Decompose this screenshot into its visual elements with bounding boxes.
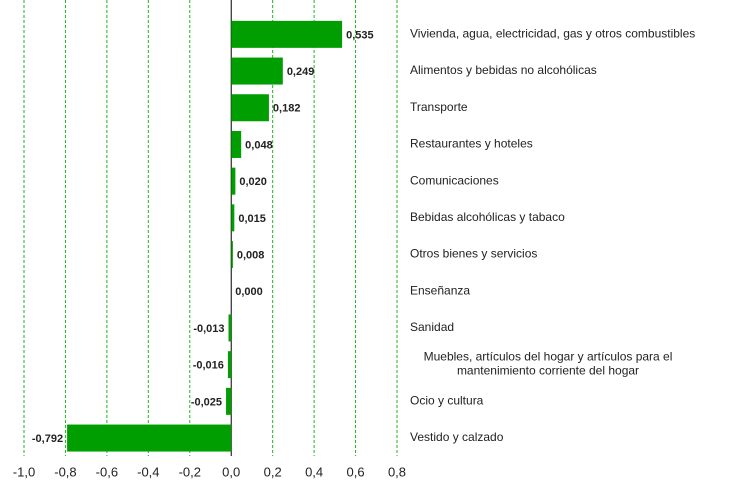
bar — [231, 57, 283, 85]
bar — [228, 314, 232, 342]
value-label: 0,182 — [273, 103, 301, 115]
category-label: Comunicaciones — [410, 173, 499, 187]
bar — [231, 20, 343, 48]
value-label: -0,025 — [191, 396, 222, 408]
bar — [231, 241, 233, 269]
category-label: Otros bienes y servicios — [410, 247, 537, 261]
value-label: -0,016 — [193, 360, 224, 372]
x-tick-label: -0,2 — [179, 464, 201, 479]
value-label: 0,249 — [287, 66, 315, 78]
x-tick-label: 0,6 — [347, 464, 365, 479]
category-label: Muebles, artículos del hogar y artículos… — [424, 350, 673, 378]
bar — [227, 351, 232, 379]
x-tick-label: -0,4 — [137, 464, 159, 479]
category-label: Enseñanza — [410, 283, 470, 297]
x-tick-label: 0,0 — [222, 464, 240, 479]
category-label: Transporte — [410, 100, 468, 114]
category-label: Vestido y calzado — [410, 430, 504, 444]
bar — [231, 94, 269, 122]
value-label: 0,000 — [235, 286, 263, 298]
value-label: 0,535 — [346, 29, 374, 41]
bar — [67, 424, 232, 452]
value-label: 0,015 — [238, 213, 266, 225]
bar — [231, 167, 236, 195]
bar — [226, 387, 232, 415]
value-label: 0,020 — [239, 176, 267, 188]
bar — [231, 130, 242, 158]
x-tick-label: 0,8 — [388, 464, 406, 479]
value-label: 0,008 — [237, 249, 265, 261]
x-tick-label: 0,2 — [264, 464, 282, 479]
category-label: Sanidad — [410, 320, 454, 334]
bar — [231, 204, 235, 232]
x-tick-label: -0,6 — [96, 464, 118, 479]
category-label: Alimentos y bebidas no alcohólicas — [410, 63, 597, 77]
category-label: Vivienda, agua, electricidad, gas y otro… — [410, 27, 695, 41]
x-tick-label: -1,0 — [13, 464, 35, 479]
category-label: Restaurantes y hoteles — [410, 137, 533, 151]
category-label: Bebidas alcohólicas y tabaco — [410, 210, 565, 224]
x-tick-label: -0,8 — [54, 464, 76, 479]
value-label: 0,048 — [245, 139, 273, 151]
value-label: -0,013 — [193, 323, 224, 335]
category-label: Ocio y cultura — [410, 394, 484, 408]
x-tick-label: 0,4 — [305, 464, 323, 479]
value-label: -0,792 — [32, 433, 63, 445]
